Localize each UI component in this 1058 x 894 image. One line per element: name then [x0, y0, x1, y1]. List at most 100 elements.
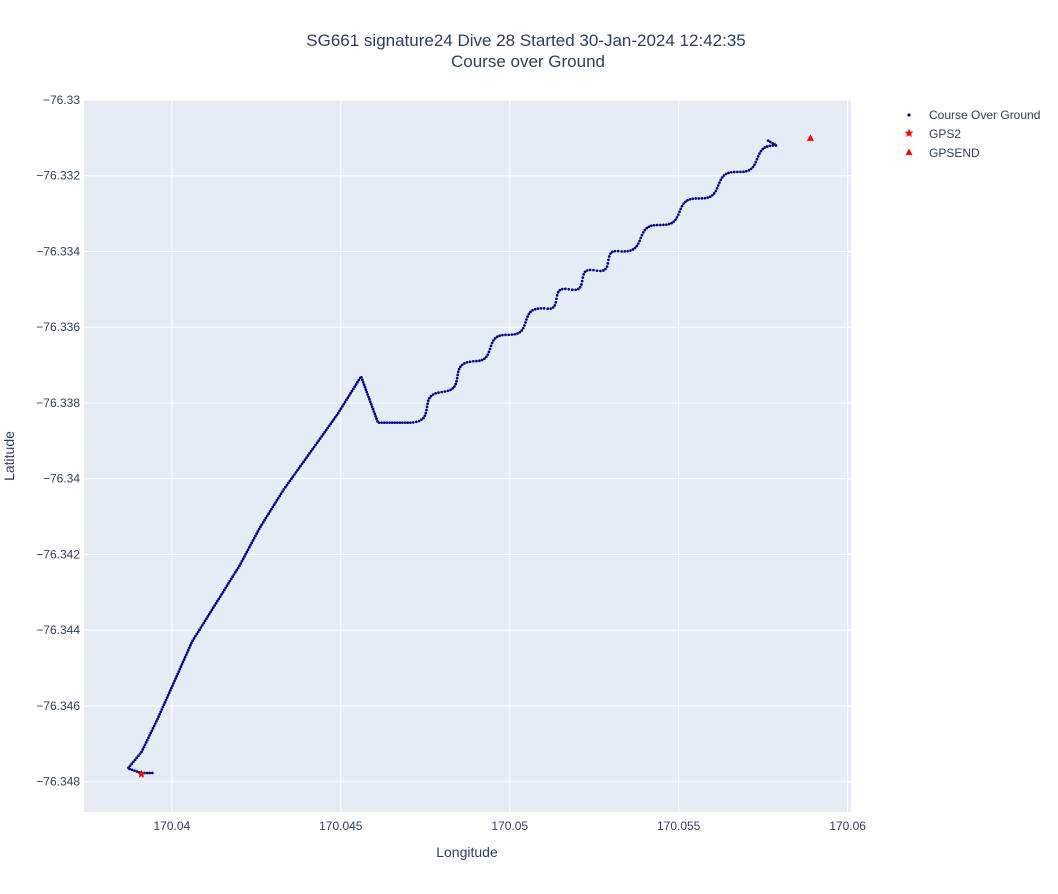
- x-tick-label: 170.04: [153, 819, 190, 833]
- course-point: [546, 307, 549, 311]
- course-point: [560, 287, 564, 291]
- course-point: [398, 421, 402, 425]
- course-point: [626, 249, 630, 253]
- course-point: [456, 370, 460, 374]
- course-point: [241, 557, 245, 561]
- course-point: [261, 521, 265, 524]
- y-tick-label: −76.33: [43, 93, 80, 107]
- y-tick-label: −76.338: [36, 396, 80, 410]
- course-point: [231, 575, 234, 579]
- course-point: [524, 321, 527, 324]
- course-point: [388, 421, 391, 425]
- course-point: [527, 312, 531, 316]
- course-point: [676, 213, 680, 216]
- course-point: [426, 399, 430, 403]
- course-point: [148, 771, 152, 775]
- course-point: [239, 562, 243, 565]
- chart-title: SG661 signature24 Dive 28 Started 30-Jan…: [306, 31, 745, 50]
- course-point: [150, 729, 154, 733]
- course-point: [712, 192, 716, 195]
- course-point: [200, 623, 204, 627]
- course-point: [161, 705, 165, 709]
- course-point: [742, 170, 745, 174]
- course-point: [137, 754, 140, 758]
- course-point: [287, 481, 290, 485]
- course-point: [463, 362, 466, 365]
- y-axis-title: Latitude: [1, 431, 17, 481]
- y-tick-label: −76.346: [36, 699, 80, 713]
- course-point: [148, 734, 151, 737]
- course-point: [333, 416, 337, 419]
- course-point: [229, 577, 233, 581]
- course-point: [635, 244, 639, 248]
- legend-label: GPS2: [929, 127, 961, 141]
- course-point: [332, 418, 336, 421]
- course-point: [652, 223, 656, 227]
- course-point: [165, 696, 169, 700]
- course-point: [513, 332, 517, 336]
- course-point: [581, 276, 585, 279]
- legend-item-course-over-ground[interactable]: Course Over Ground: [907, 108, 1040, 122]
- course-point: [260, 523, 264, 526]
- course-point: [190, 641, 193, 645]
- course-point: [268, 510, 272, 513]
- y-tick-label: −76.34: [43, 472, 80, 486]
- course-point: [217, 597, 221, 601]
- course-point: [180, 663, 184, 666]
- course-point: [251, 539, 255, 542]
- course-point: [151, 771, 154, 775]
- course-point: [263, 518, 266, 522]
- course-point: [211, 606, 215, 610]
- course-point: [459, 365, 462, 369]
- course-point: [478, 359, 481, 363]
- course-point: [143, 743, 147, 747]
- course-point: [468, 360, 472, 364]
- course-point: [234, 571, 237, 574]
- course-point: [227, 582, 230, 585]
- course-point: [758, 152, 761, 155]
- legend[interactable]: Course Over Ground GPS2 GPSEND: [904, 108, 1041, 160]
- legend-item-gpsend[interactable]: GPSEND: [905, 146, 981, 160]
- course-point: [691, 197, 695, 201]
- course-point: [554, 301, 558, 304]
- course-point: [270, 507, 273, 511]
- course-point: [220, 593, 223, 596]
- course-point: [703, 196, 707, 200]
- course-point: [224, 586, 228, 590]
- course-point: [317, 439, 320, 443]
- course-point: [312, 445, 316, 449]
- legend-item-gps2[interactable]: GPS2: [904, 127, 962, 141]
- y-tick-label: −76.334: [36, 244, 80, 258]
- course-point: [729, 170, 733, 174]
- course-point: [257, 527, 261, 531]
- course-point: [350, 389, 354, 393]
- course-point: [755, 157, 759, 161]
- course-point: [631, 248, 635, 251]
- course-point: [127, 766, 130, 770]
- course-point: [153, 722, 157, 726]
- course-point: [451, 387, 455, 390]
- course-point: [751, 165, 755, 169]
- course-point: [385, 421, 389, 425]
- course-point: [592, 268, 595, 272]
- course-point: [602, 269, 605, 272]
- course-point: [246, 548, 250, 552]
- course-point: [475, 359, 478, 363]
- course-point: [675, 215, 679, 219]
- course-point: [303, 458, 307, 462]
- course-point: [128, 764, 132, 768]
- legend-star-icon: [904, 128, 914, 137]
- course-point: [345, 398, 348, 402]
- course-point: [210, 608, 214, 612]
- course-point: [633, 246, 637, 250]
- course-point: [429, 394, 433, 398]
- legend-label: GPSEND: [929, 146, 980, 160]
- course-point: [278, 494, 282, 498]
- course-point: [323, 430, 326, 434]
- course-point: [132, 760, 135, 764]
- course-point: [321, 432, 325, 436]
- course-point: [373, 412, 377, 416]
- course-point: [275, 499, 279, 502]
- course-point: [483, 357, 486, 361]
- course-point: [578, 285, 582, 289]
